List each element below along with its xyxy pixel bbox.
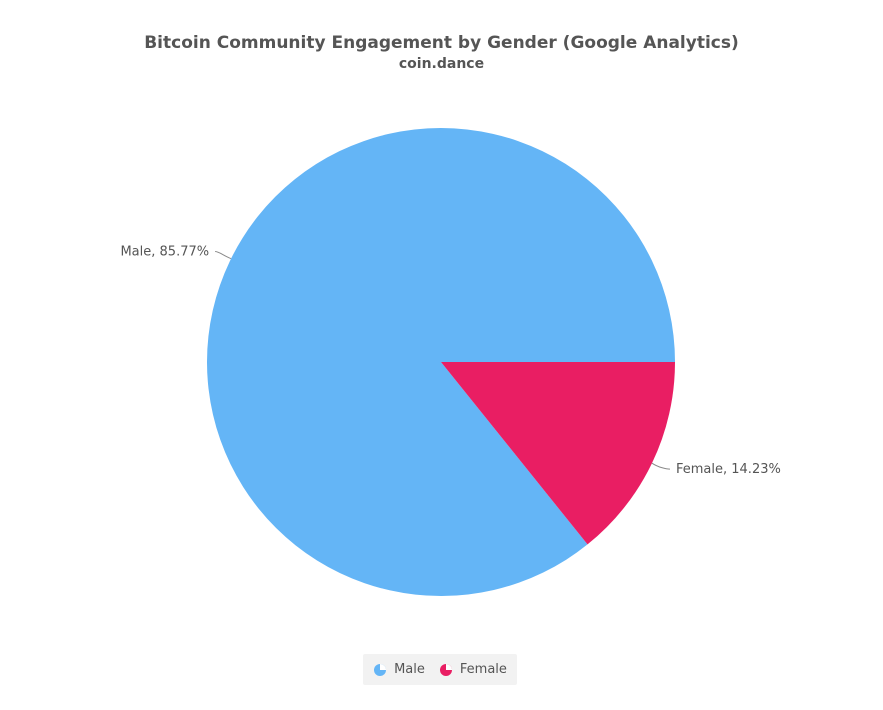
chart-title: Bitcoin Community Engagement by Gender (… <box>144 33 739 53</box>
legend-item-female[interactable]: Female <box>439 662 507 677</box>
data-label-male: Male, 85.77% <box>120 245 209 260</box>
connector-line-male <box>215 251 232 260</box>
pie-slice-icon <box>439 663 452 676</box>
chart-legend: Male Female <box>363 654 517 685</box>
legend-item-male[interactable]: Male <box>373 662 425 677</box>
data-label-female: Female, 14.23% <box>676 462 781 477</box>
pie-slice-female[interactable] <box>441 362 675 545</box>
pie-slice-icon <box>374 663 387 676</box>
legend-label-male: Male <box>394 662 425 677</box>
connector-line-female <box>651 462 671 470</box>
legend-label-female: Female <box>459 662 507 677</box>
chart-subtitle: coin.dance <box>398 56 485 72</box>
